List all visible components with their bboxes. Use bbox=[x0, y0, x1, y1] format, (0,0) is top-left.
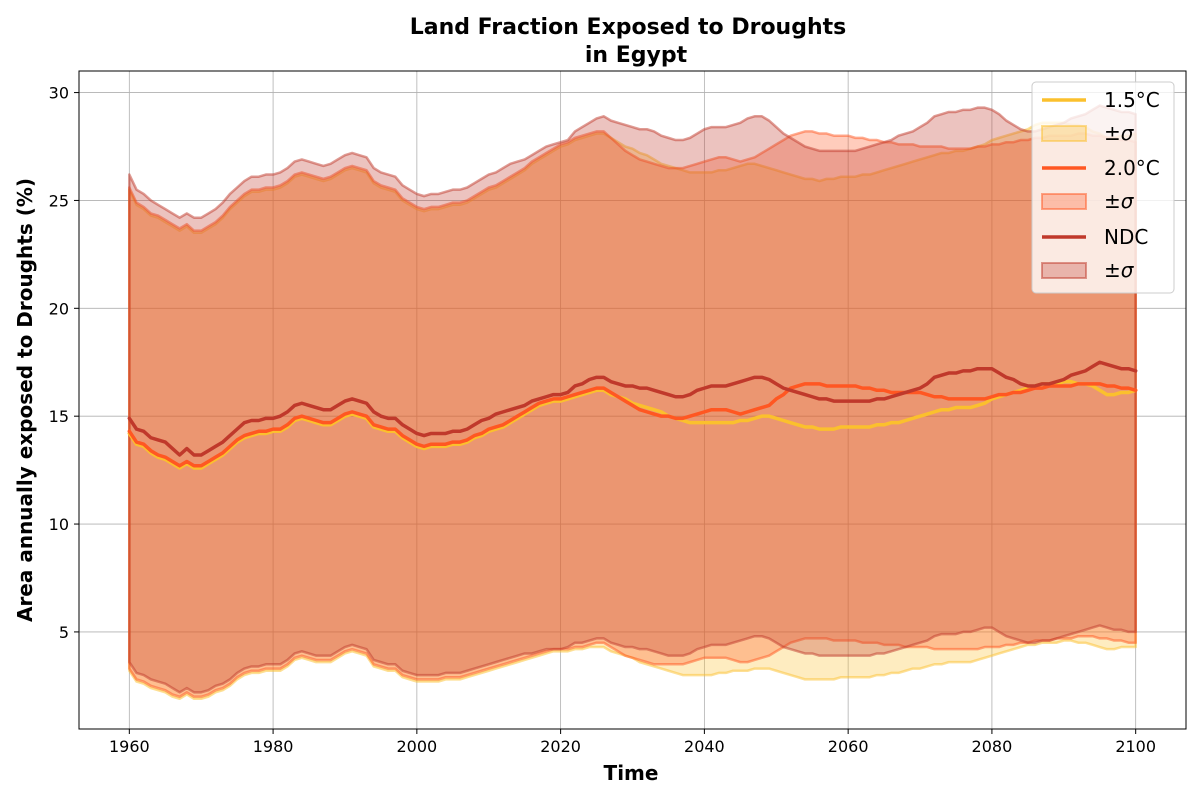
legend-swatch-1.5c-band bbox=[1041, 125, 1087, 142]
x-axis-label: Time bbox=[604, 761, 659, 785]
chart-legend: 1.5°C ±σ 2.0°C ±σ NDC ±σ bbox=[1031, 81, 1175, 294]
legend-label-1.5c-band: ±σ bbox=[1104, 121, 1135, 145]
mean-line-series-0 bbox=[127, 379, 1138, 470]
y-tick-label: 5 bbox=[59, 623, 69, 642]
legend-label-2.0c: 2.0°C bbox=[1104, 156, 1160, 180]
y-tick-label: 15 bbox=[49, 407, 69, 426]
legend-swatch-2.0c-band bbox=[1041, 193, 1087, 210]
std-band-series-1 bbox=[128, 130, 1137, 698]
x-tick-label: 2020 bbox=[540, 737, 581, 756]
y-tick-label: 10 bbox=[49, 515, 69, 534]
legend-swatch-ndc-band bbox=[1041, 262, 1087, 279]
x-tick-label: 2040 bbox=[684, 737, 725, 756]
legend-label-2.0c-band: ±σ bbox=[1104, 189, 1135, 213]
legend-label-1.5c: 1.5°C bbox=[1104, 88, 1160, 112]
legend-label-ndc-band: ±σ bbox=[1104, 258, 1135, 282]
chart-subtitle: in Egypt bbox=[585, 43, 688, 68]
x-tick-label: 2100 bbox=[1115, 737, 1156, 756]
x-tick-label: 2080 bbox=[972, 737, 1013, 756]
mean-lines bbox=[127, 360, 1138, 470]
chart-title: Land Fraction Exposed to Droughts bbox=[410, 15, 847, 40]
mean-line-series-1 bbox=[127, 382, 1138, 468]
y-tick-label: 25 bbox=[49, 191, 69, 210]
std-band-series-2 bbox=[128, 104, 1137, 694]
legend-label-ndc: NDC bbox=[1104, 225, 1148, 249]
std-bands bbox=[128, 104, 1137, 701]
x-tick-label: 2060 bbox=[828, 737, 869, 756]
y-tick-label: 20 bbox=[49, 299, 69, 318]
y-tick-label: 30 bbox=[49, 84, 69, 103]
x-tick-label: 1980 bbox=[253, 737, 294, 756]
legend-frame bbox=[1031, 81, 1175, 294]
std-band-series-0 bbox=[128, 121, 1137, 701]
y-axis-ticks: 5 10 15 20 25 30 bbox=[49, 84, 79, 642]
plot-frame bbox=[78, 70, 1187, 730]
x-tick-label: 2000 bbox=[396, 737, 437, 756]
y-axis-label: Area annually exposed to Droughts (%) bbox=[13, 178, 37, 622]
x-tick-label: 1960 bbox=[109, 737, 150, 756]
mean-line-series-2 bbox=[127, 360, 1138, 457]
x-axis-ticks: 1960 1980 2000 2020 2040 2060 2080 2100 bbox=[109, 729, 1156, 756]
